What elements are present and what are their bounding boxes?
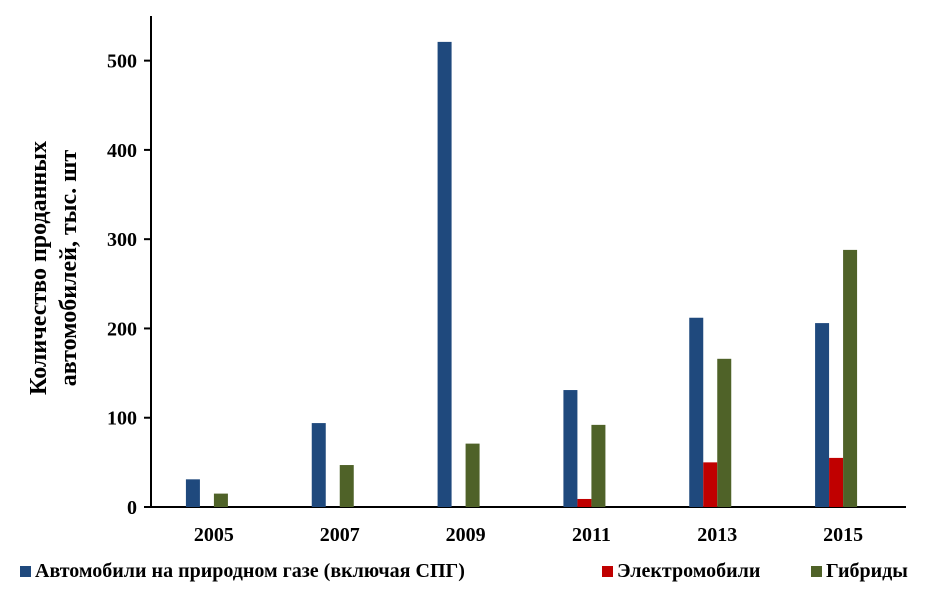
y-ticks: 0 100 200 300 400 500: [107, 51, 151, 519]
bar-gas-2015: [815, 323, 830, 507]
bar-electric-2013: [703, 462, 718, 507]
bar-electric-2011: [577, 498, 592, 507]
bar-hybrid-2011: [591, 424, 606, 507]
x-tick-label: 2015: [823, 524, 863, 546]
y-axis-title-line-2: автомобилей, тыс. шт: [56, 150, 82, 387]
bar-hybrid-2005: [213, 493, 228, 507]
legend: Автомобили на природном газе (включая СП…: [20, 560, 908, 582]
bar-hybrid-2009: [465, 443, 480, 507]
y-tick-label: 100: [107, 408, 137, 430]
x-tick-label: 2011: [572, 524, 611, 546]
bar-hybrid-2015: [843, 249, 858, 508]
bar-gas-2007: [311, 423, 326, 507]
y-axis-title-line-1: Количество проданных: [26, 141, 52, 395]
bar-hybrid-2007: [339, 465, 354, 507]
x-tick-label: 2009: [446, 524, 486, 546]
legend-swatch: [602, 566, 613, 577]
bar-hybrid-2013: [717, 358, 732, 507]
legend-swatch: [811, 566, 822, 577]
bar-gas-2013: [689, 317, 704, 507]
y-axis-title: Количество проданных автомобилей, тыс. ш…: [26, 141, 82, 395]
legend-swatch: [20, 566, 31, 577]
x-tick-label: 2005: [194, 524, 234, 546]
legend-label: Автомобили на природном газе (включая СП…: [35, 560, 465, 582]
y-tick-label: 300: [107, 229, 137, 251]
y-tick-label: 0: [127, 497, 137, 519]
bars: [185, 41, 858, 508]
x-ticks: 2005 2007 2009 2011 2013 2015: [194, 524, 863, 546]
bar-gas-2005: [185, 479, 200, 507]
axes: [150, 16, 906, 508]
bar-gas-2009: [437, 41, 452, 507]
bar-gas-2011: [563, 390, 578, 507]
y-tick-label: 400: [107, 140, 137, 162]
y-tick-label: 500: [107, 51, 137, 73]
legend-label: Гибриды: [826, 560, 908, 582]
x-tick-label: 2007: [320, 524, 360, 546]
y-tick-label: 200: [107, 318, 137, 340]
x-tick-label: 2013: [697, 524, 737, 546]
bar-electric-2015: [829, 457, 844, 507]
legend-label: Электромобили: [617, 560, 760, 582]
